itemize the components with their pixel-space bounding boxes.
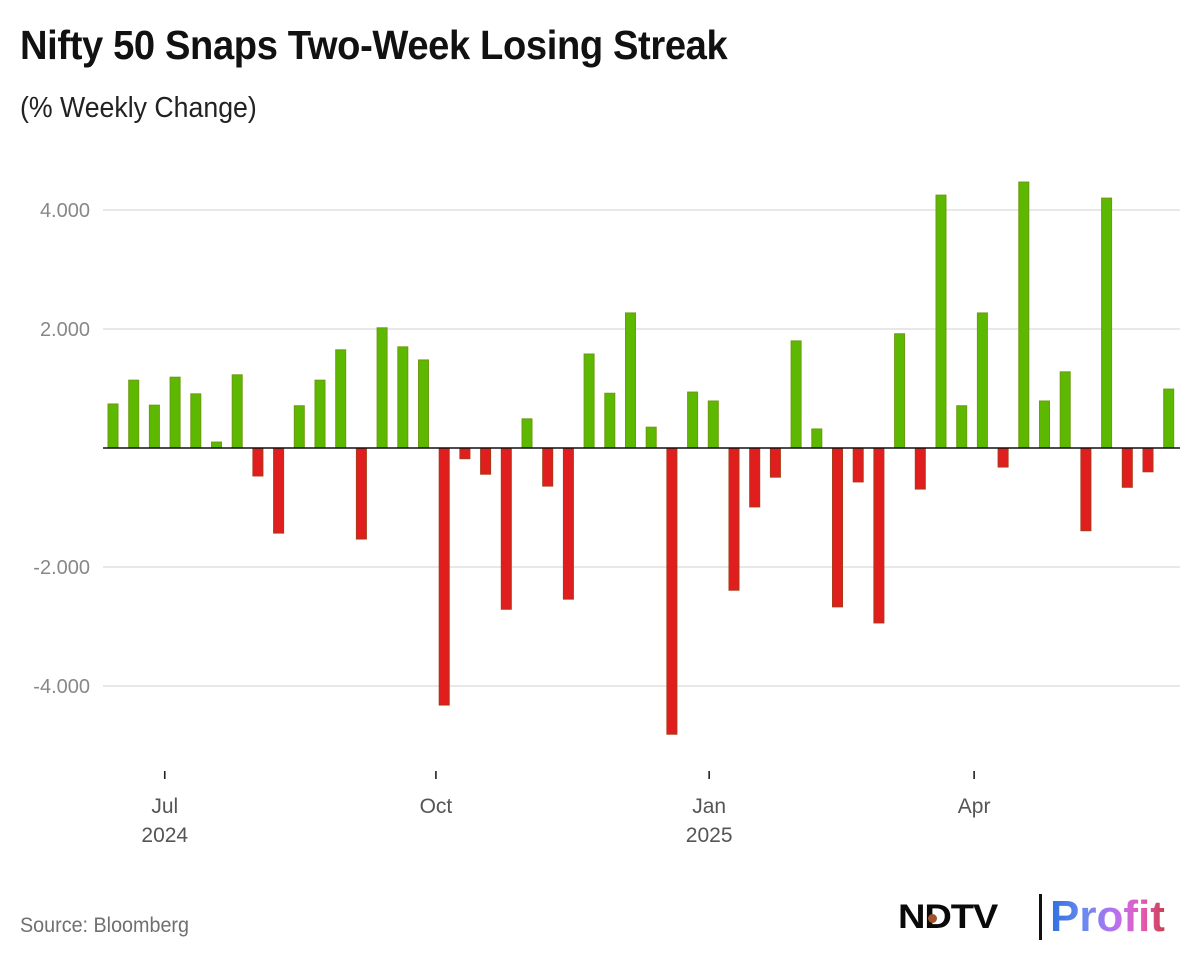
bar-negative xyxy=(1080,447,1092,532)
bar-positive xyxy=(107,403,119,449)
logo-profit-text: Profit xyxy=(1050,892,1165,941)
bar-positive xyxy=(335,349,347,449)
bar-negative xyxy=(562,447,574,600)
bar-negative xyxy=(1142,447,1154,473)
bar-positive xyxy=(521,418,533,449)
bar-positive xyxy=(211,441,222,449)
bar-negative xyxy=(252,447,264,477)
bar-positive xyxy=(148,404,160,449)
bar-positive xyxy=(1101,197,1113,449)
bar-negative xyxy=(666,447,678,735)
bar-positive xyxy=(790,340,802,449)
bar-positive xyxy=(190,393,202,449)
bar-positive xyxy=(645,426,657,449)
y-tick-label: 4.000 xyxy=(40,200,90,222)
logo-divider xyxy=(1039,894,1042,940)
bar-negative xyxy=(480,447,492,475)
bar-positive xyxy=(1039,400,1050,449)
y-tick-label: -2.000 xyxy=(33,557,90,579)
bar-negative xyxy=(459,447,471,460)
x-tick-label: Apr xyxy=(958,795,991,818)
ndtv-profit-logo: NDTV Profit xyxy=(898,892,1188,942)
bar-positive xyxy=(976,312,988,449)
x-tick-label: Jul xyxy=(151,795,178,818)
bar-positive xyxy=(583,353,595,449)
bar-negative xyxy=(769,447,781,478)
logo-ndtv-text: NDTV xyxy=(898,898,998,936)
bar-negative xyxy=(1121,447,1133,488)
bar-positive xyxy=(293,405,305,449)
source-note: Source: Bloomberg xyxy=(20,914,189,937)
bar-positive xyxy=(707,400,719,449)
bar-negative xyxy=(997,447,1009,468)
bar-positive xyxy=(1059,371,1071,449)
bar-positive xyxy=(687,391,699,449)
x-axis: Jul 2024 Oct Jan 2025 Apr xyxy=(141,771,990,847)
x-tick-year-label: 2024 xyxy=(141,824,188,847)
y-tick-label: 2.000 xyxy=(40,319,90,341)
y-axis-labels: 4.000 2.000 -2.000 -4.000 xyxy=(33,200,90,698)
bar-positive xyxy=(625,312,636,449)
bar-negative xyxy=(728,447,740,591)
x-tick-label: Jan xyxy=(692,795,726,818)
bar-negative xyxy=(832,447,843,608)
y-tick-label: -4.000 xyxy=(33,676,90,698)
bar-positive xyxy=(894,333,906,449)
logo-dot-icon xyxy=(928,914,937,923)
bar-negative xyxy=(749,447,761,508)
bar-negative xyxy=(852,447,864,483)
bar-negative xyxy=(500,447,512,610)
bar-positive xyxy=(418,359,429,449)
bar-positive xyxy=(1018,181,1030,449)
bar-positive xyxy=(376,327,388,449)
bar-positive xyxy=(1163,388,1175,449)
bar-positive xyxy=(231,374,243,449)
chart-subtitle: (% Weekly Change) xyxy=(20,92,257,124)
bar-negative xyxy=(914,447,926,490)
bar-positive xyxy=(314,379,326,449)
bar-negative xyxy=(438,447,450,706)
bar-negative xyxy=(273,447,285,534)
bar-positive xyxy=(604,392,616,449)
bar-chart: 4.000 2.000 -2.000 -4.000 Jul 2024 Oct Jan 2025… xyxy=(33,181,1180,847)
bars xyxy=(107,181,1175,735)
gridlines xyxy=(103,209,1180,687)
x-tick-year-label: 2025 xyxy=(686,824,733,847)
bar-positive xyxy=(956,405,968,449)
bar-positive xyxy=(935,194,947,449)
bar-negative xyxy=(873,447,885,624)
bar-positive xyxy=(169,376,181,449)
bar-positive xyxy=(397,346,409,449)
bar-positive xyxy=(811,428,823,449)
bar-positive xyxy=(128,379,140,449)
chart-title: Nifty 50 Snaps Two-Week Losing Streak xyxy=(20,22,728,68)
bar-negative xyxy=(355,447,367,540)
x-tick-label: Oct xyxy=(420,795,453,818)
bar-negative xyxy=(542,447,554,487)
